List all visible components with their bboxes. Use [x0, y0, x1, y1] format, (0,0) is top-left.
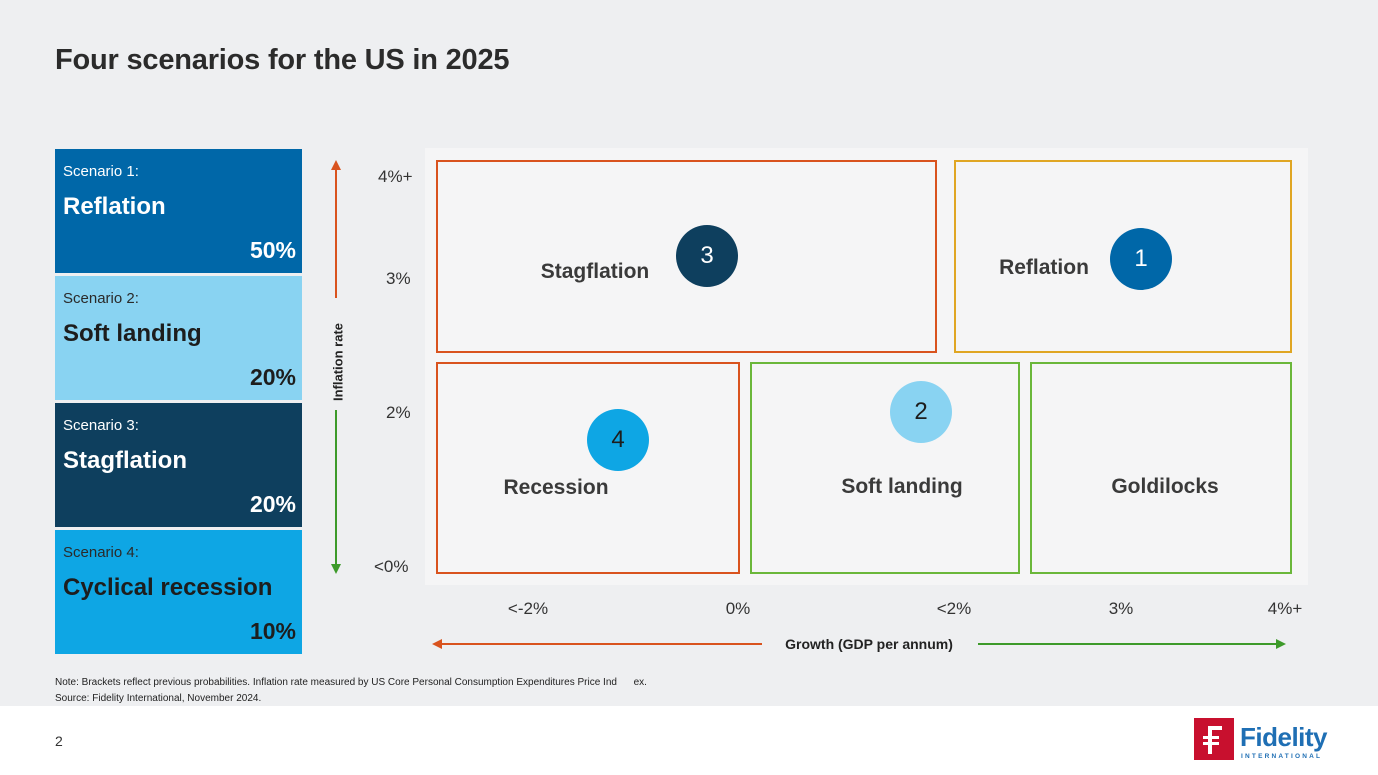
scenario-marker-3: 3 — [676, 225, 738, 287]
scenario-card-reflation: Scenario 1: Reflation 50% — [55, 149, 302, 273]
region-recession — [436, 362, 740, 574]
region-goldilocks — [1030, 362, 1292, 574]
region-label-recession: Recession — [503, 476, 609, 499]
fidelity-logo-text: Fidelity — [1240, 722, 1328, 752]
scenario-marker-2: 2 — [890, 381, 952, 443]
scenario-probability: 50% — [249, 237, 296, 263]
arrow-down-icon — [331, 564, 341, 574]
scenario-marker-1: 1 — [1110, 228, 1172, 290]
scenario-name: Stagflation — [63, 447, 187, 474]
scenario-subtitle: Scenario 4: — [63, 544, 139, 561]
scenario-probability: 20% — [249, 491, 296, 517]
scenario-marker-4: 4 — [587, 409, 649, 471]
y-axis-label: Inflation rate — [330, 322, 346, 402]
arrow-left-icon — [432, 639, 442, 649]
scenario-name: Soft landing — [63, 320, 202, 347]
x-tick: 3% — [1108, 599, 1134, 618]
region-soft-landing — [750, 362, 1020, 574]
page-number: 2 — [55, 733, 63, 749]
region-label-soft-landing: Soft landing — [841, 475, 963, 498]
fidelity-logo-icon — [1194, 718, 1234, 760]
arrow-right-icon — [1276, 639, 1286, 649]
x-tick: 0% — [725, 599, 751, 618]
y-tick: 3% — [386, 269, 411, 288]
scenario-card-soft-landing: Scenario 2: Soft landing 20% — [55, 276, 302, 400]
scenario-subtitle: Scenario 1: — [63, 163, 139, 180]
region-label-stagflation: Stagflation — [540, 260, 650, 283]
x-tick: <-2% — [507, 599, 549, 618]
scenario-card-stagflation: Scenario 3: Stagflation 20% — [55, 403, 302, 527]
y-tick: 4%+ — [378, 167, 413, 186]
x-tick: 4%+ — [1267, 599, 1303, 618]
scenario-probability: 20% — [249, 364, 296, 390]
note-text: Note: Brackets reflect previous probabil… — [55, 677, 647, 688]
footer-bar — [0, 706, 1378, 775]
scenario-name: Cyclical recession — [63, 574, 273, 601]
scenario-probability: 10% — [249, 618, 296, 644]
arrow-up-icon — [331, 160, 341, 170]
region-label-goldilocks: Goldilocks — [1111, 475, 1219, 498]
scenario-name: Reflation — [63, 193, 166, 220]
fidelity-logo-subtext: INTERNATIONAL — [1241, 753, 1323, 760]
page-title: Four scenarios for the US in 2025 — [55, 44, 510, 76]
x-tick: <2% — [936, 599, 972, 618]
footnotes: Note: Brackets reflect previous probabil… — [55, 675, 647, 707]
source-text: Source: Fidelity International, November… — [55, 693, 262, 704]
region-label-reflation: Reflation — [999, 256, 1089, 279]
y-tick: 2% — [386, 403, 411, 422]
x-axis-label: Growth (GDP per annum) — [785, 636, 953, 652]
y-tick: <0% — [374, 557, 409, 576]
scenario-subtitle: Scenario 3: — [63, 417, 139, 434]
scenario-subtitle: Scenario 2: — [63, 290, 139, 307]
y-axis-arrows — [331, 160, 341, 574]
scenario-card-cyclical-recession: Scenario 4: Cyclical recession 10% — [55, 530, 302, 654]
x-axis-arrows — [432, 639, 1286, 649]
